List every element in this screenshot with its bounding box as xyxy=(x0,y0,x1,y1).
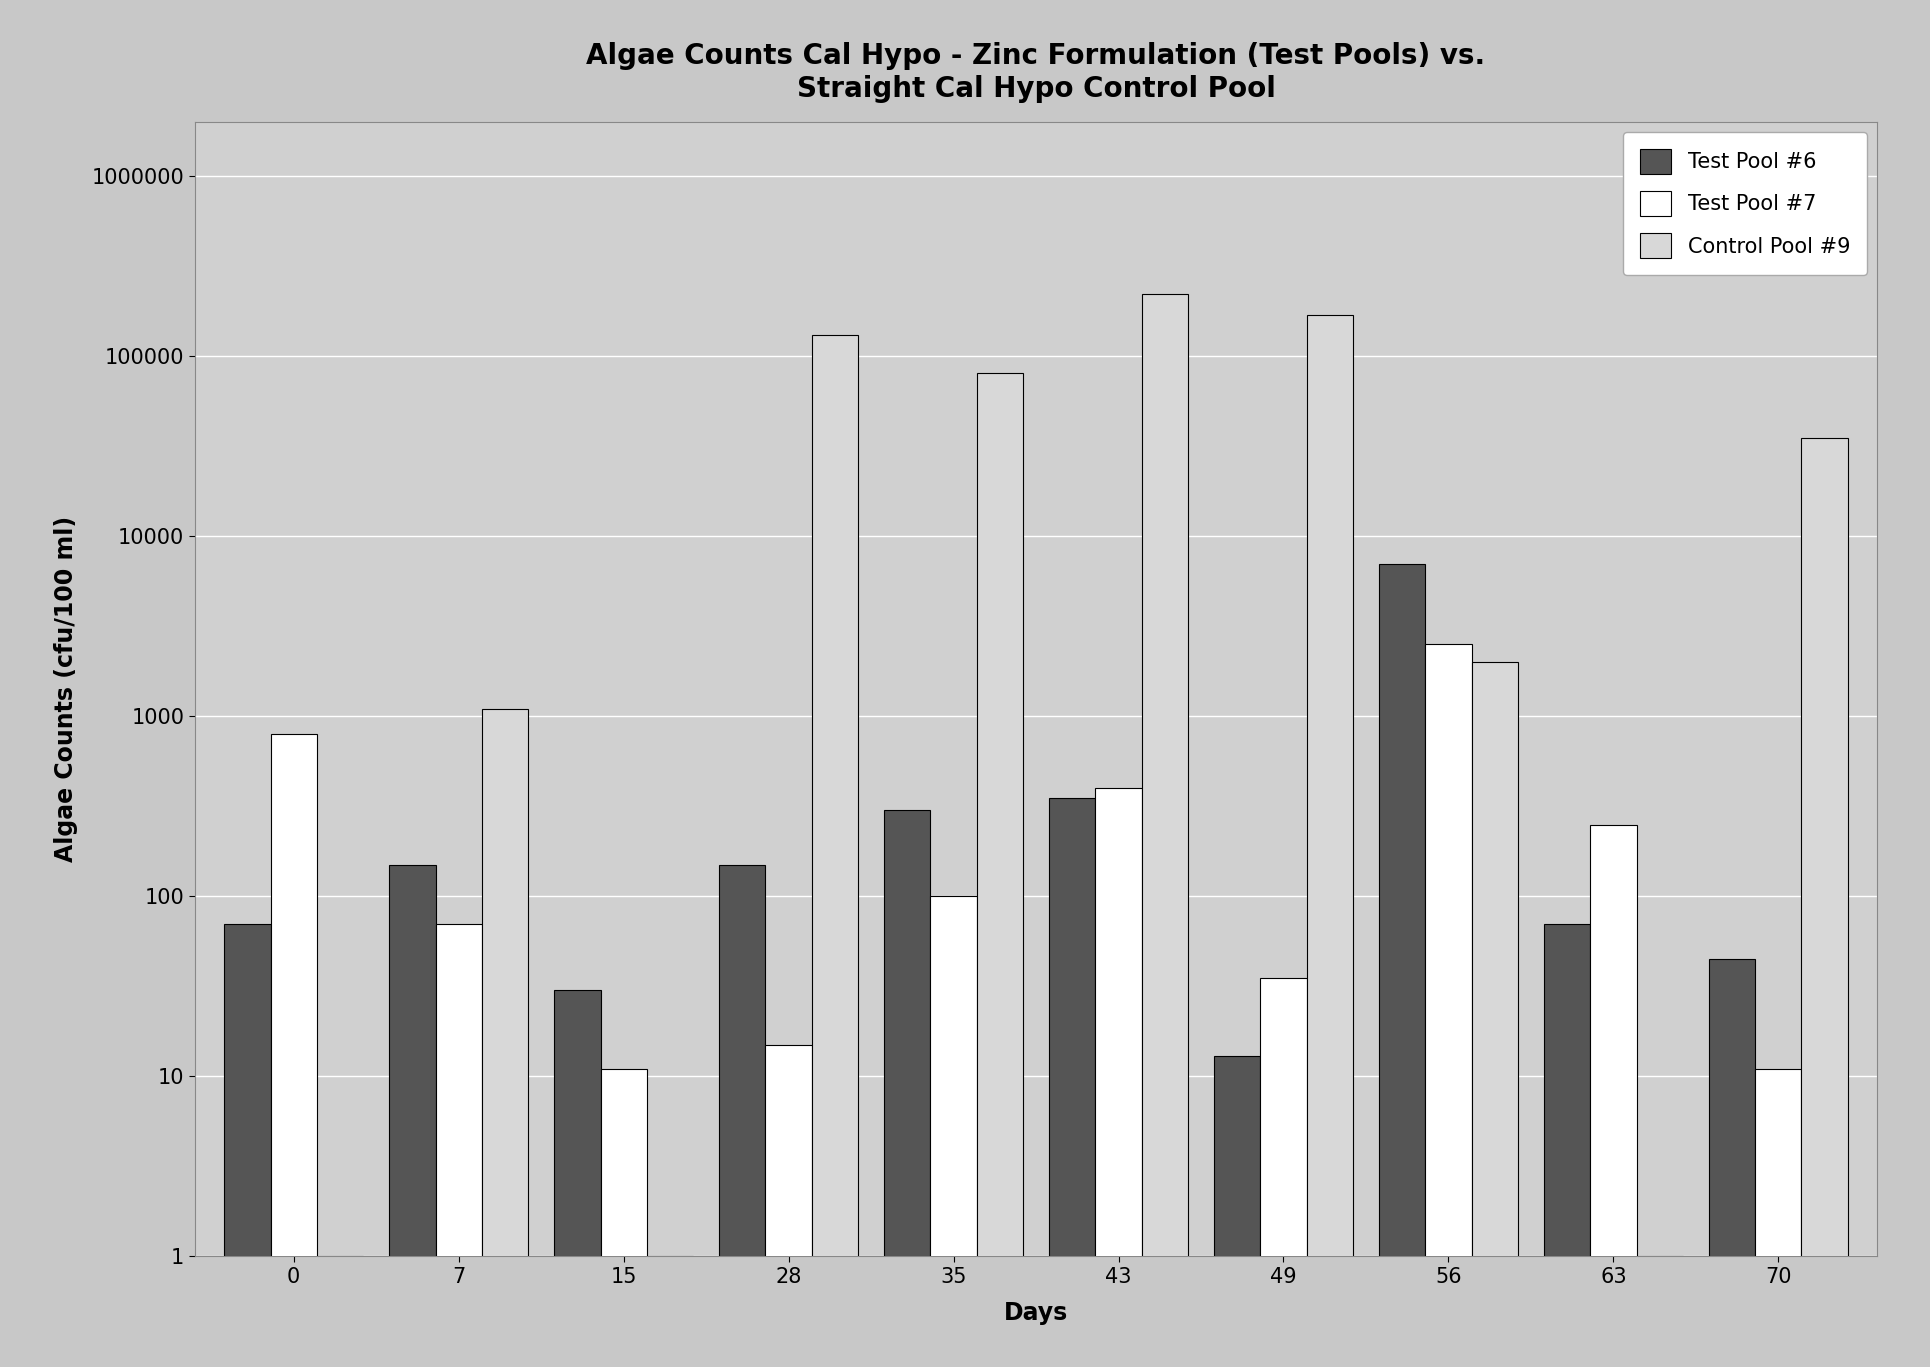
Bar xyxy=(1214,1055,1260,1367)
Bar xyxy=(600,1069,647,1367)
Bar xyxy=(1590,824,1635,1367)
Bar xyxy=(1635,1256,1681,1367)
X-axis label: Days: Days xyxy=(1004,1300,1067,1325)
Bar xyxy=(481,708,527,1367)
Bar xyxy=(1094,787,1141,1367)
Bar xyxy=(718,864,764,1367)
Bar xyxy=(811,335,857,1367)
Bar xyxy=(1544,924,1590,1367)
Bar xyxy=(1141,294,1187,1367)
Bar xyxy=(1307,314,1353,1367)
Bar xyxy=(224,924,270,1367)
Y-axis label: Algae Counts (cfu/100 ml): Algae Counts (cfu/100 ml) xyxy=(54,515,77,863)
Bar xyxy=(1260,979,1307,1367)
Bar xyxy=(1801,437,1847,1367)
Title: Algae Counts Cal Hypo - Zinc Formulation (Test Pools) vs.
Straight Cal Hypo Cont: Algae Counts Cal Hypo - Zinc Formulation… xyxy=(587,42,1484,103)
Bar xyxy=(1754,1069,1801,1367)
Bar xyxy=(436,924,481,1367)
Bar xyxy=(930,897,977,1367)
Bar xyxy=(647,1256,693,1367)
Bar xyxy=(1048,798,1094,1367)
Bar xyxy=(1708,958,1754,1367)
Legend: Test Pool #6, Test Pool #7, Control Pool #9: Test Pool #6, Test Pool #7, Control Pool… xyxy=(1623,133,1866,275)
Bar xyxy=(1424,644,1471,1367)
Bar xyxy=(1471,662,1517,1367)
Bar xyxy=(554,990,600,1367)
Bar xyxy=(1378,565,1424,1367)
Bar xyxy=(977,373,1023,1367)
Bar xyxy=(390,864,436,1367)
Bar xyxy=(764,1044,811,1367)
Bar xyxy=(884,811,930,1367)
Bar xyxy=(270,734,317,1367)
Bar xyxy=(317,1256,363,1367)
